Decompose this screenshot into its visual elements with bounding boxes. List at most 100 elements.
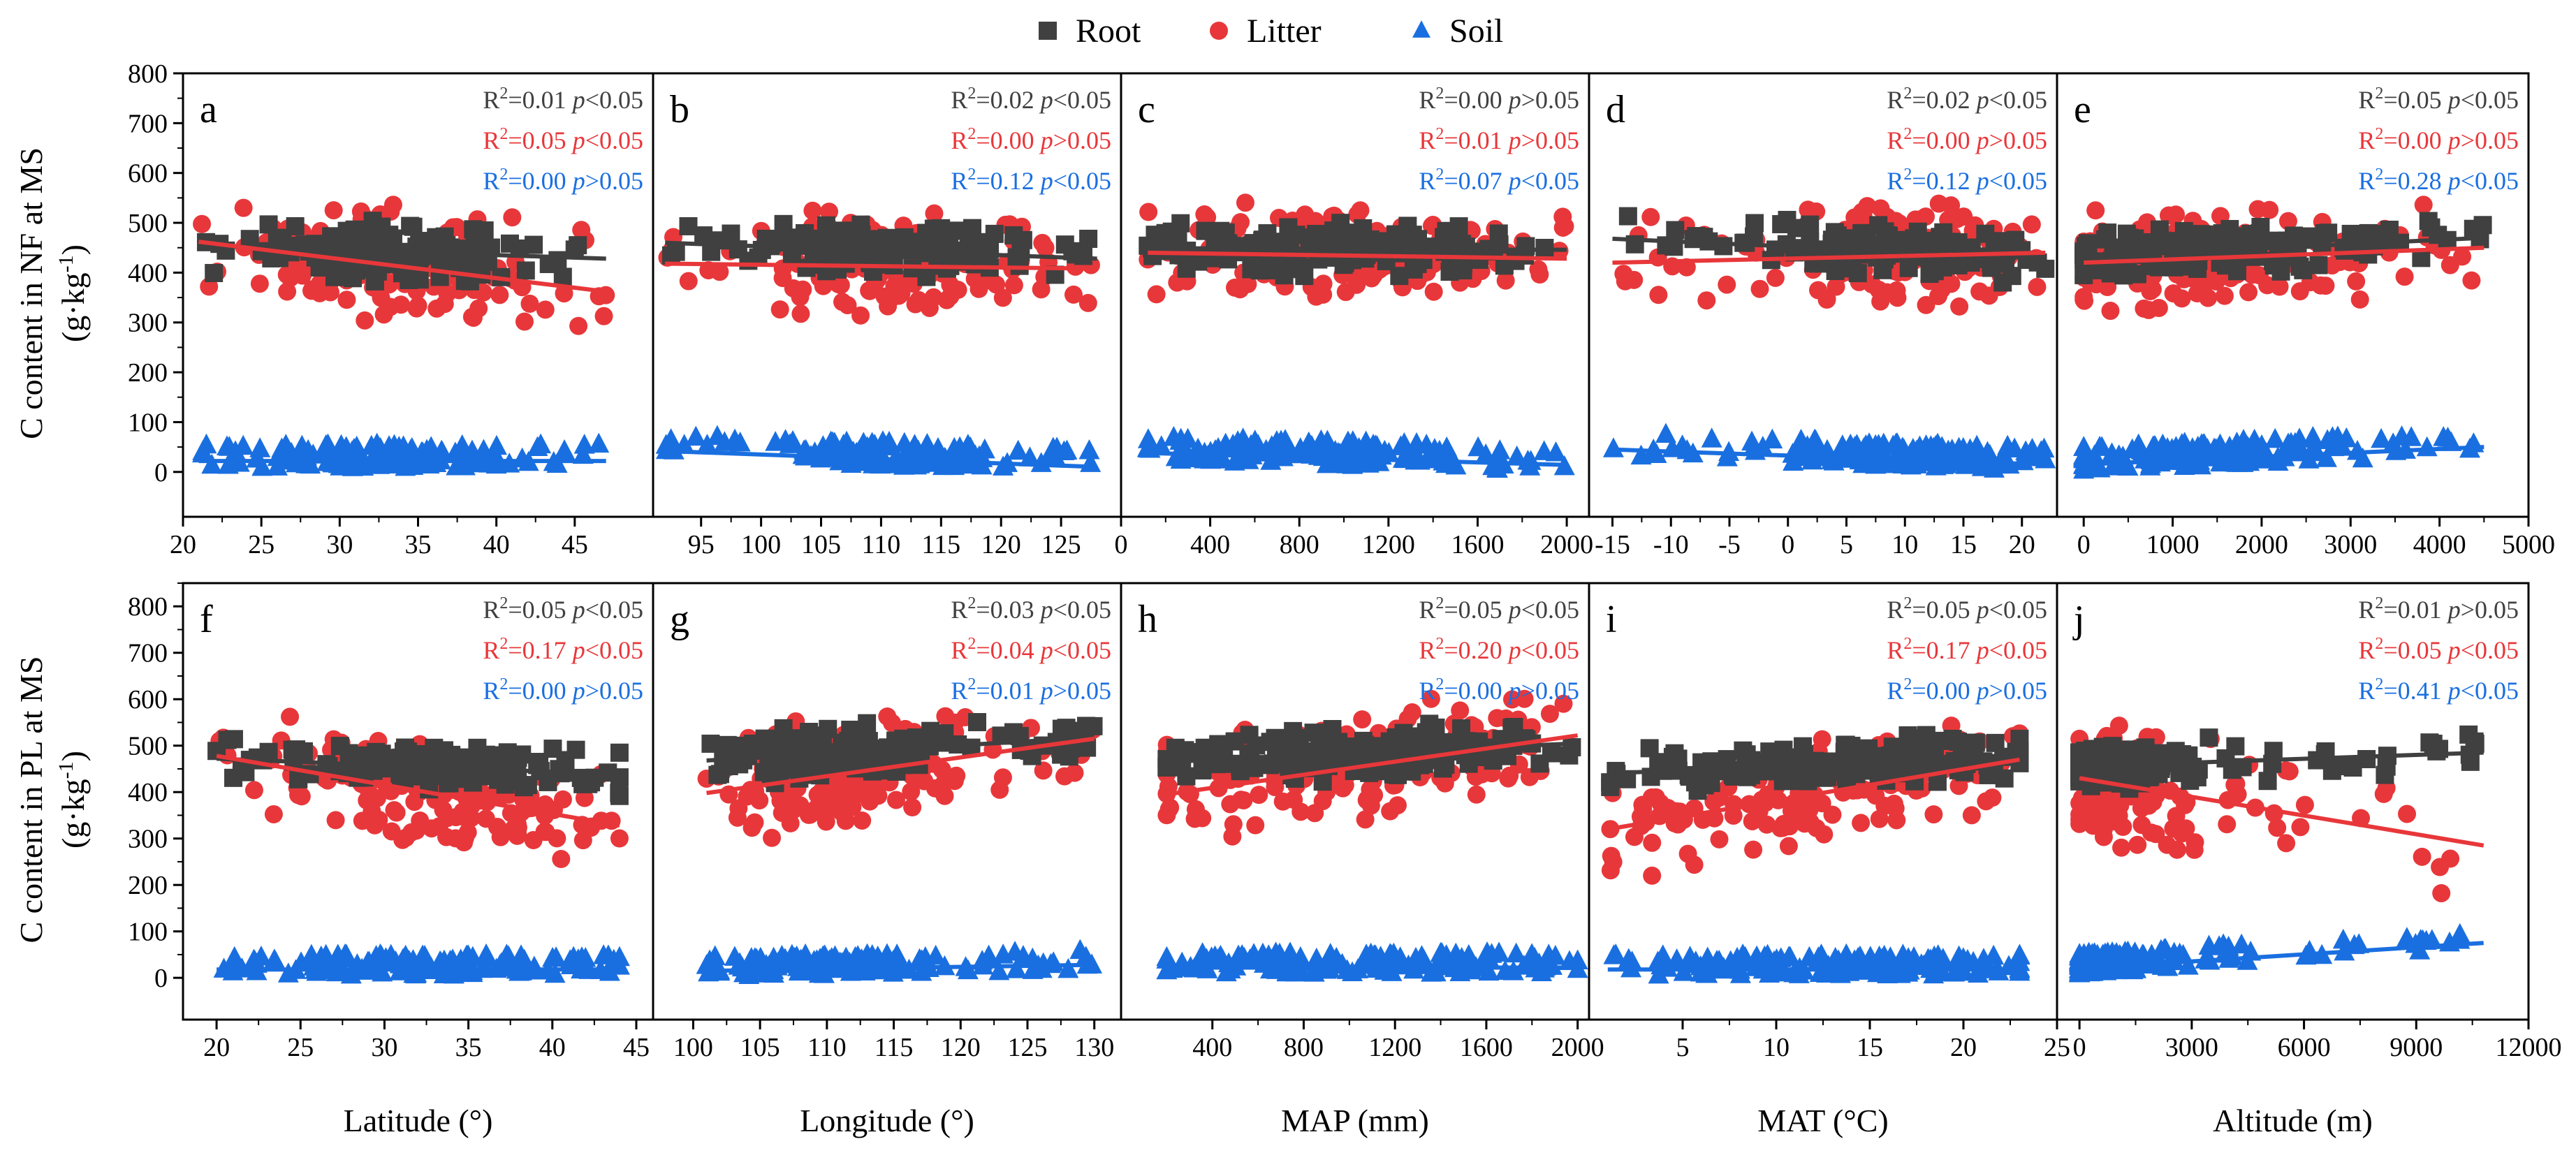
root-point: [401, 216, 420, 235]
x-tick-label: 20: [2009, 530, 2035, 559]
root-point: [408, 744, 427, 763]
root-point: [779, 228, 798, 247]
litter-point: [2350, 290, 2369, 309]
stat-soil: R2=0.41 p<0.05: [2358, 675, 2519, 705]
litter-point: [515, 312, 534, 331]
soil-point: [775, 429, 796, 449]
x-tick-label: 0: [2073, 1033, 2086, 1062]
panel-letter: j: [2072, 598, 2085, 641]
litter-point: [1823, 805, 1842, 824]
litter-point: [1710, 830, 1729, 849]
x-tick-label: 3000: [2324, 530, 2377, 559]
stat-litter: R2=0.17 p<0.05: [483, 635, 643, 664]
litter-point: [838, 295, 857, 314]
litter-point: [1347, 272, 1366, 291]
soil-point: [2299, 939, 2320, 960]
root-point: [968, 713, 987, 732]
litter-point: [407, 299, 426, 318]
x-tick-label: 1200: [1368, 1033, 1421, 1062]
panel-letter: a: [200, 88, 217, 131]
litter-point: [1977, 792, 1996, 811]
soil-point: [1156, 946, 1178, 967]
root-point: [435, 227, 454, 246]
root-point: [1177, 259, 1196, 278]
litter-point: [244, 781, 263, 800]
litter-point: [1403, 703, 1421, 721]
root-point: [1402, 738, 1421, 757]
root-point: [579, 774, 598, 793]
stat-litter: R2=0.17 p<0.05: [1887, 635, 2047, 664]
soil-point: [1718, 441, 1740, 462]
stat-root: R2=0.02 p<0.05: [1887, 85, 2047, 114]
litter-point: [1361, 264, 1380, 283]
litter-point: [1641, 207, 1660, 226]
litter-point: [1649, 286, 1668, 304]
litter-point: [1793, 803, 1812, 822]
column-title-0: Latitude (°): [344, 1103, 493, 1138]
litter-point: [2111, 796, 2130, 815]
litter-point: [2431, 858, 2450, 876]
litter-point: [2105, 812, 2124, 831]
litter-point: [2142, 823, 2160, 842]
root-point: [2364, 225, 2383, 244]
y-tick-label: 400: [128, 778, 168, 807]
root-point: [760, 758, 779, 777]
litter-point: [1496, 271, 1515, 290]
y-tick-label: 100: [128, 918, 168, 947]
root-point: [2173, 744, 2192, 763]
litter-point: [1852, 814, 1871, 832]
litter-point: [2462, 271, 2481, 290]
root-point: [514, 778, 533, 797]
soil-point: [1053, 440, 1075, 461]
root-point: [2380, 220, 2399, 239]
root-point: [1354, 219, 1373, 237]
litter-point: [1055, 767, 1074, 786]
litter-point: [1500, 766, 1519, 785]
root-point: [2427, 742, 2446, 761]
root-point: [330, 737, 349, 756]
litter-point: [1032, 280, 1051, 299]
y-tick-label: 100: [128, 408, 168, 437]
litter-point: [2167, 840, 2186, 859]
stat-soil: R2=0.28 p<0.05: [2358, 166, 2519, 195]
x-tick-label: 6000: [2278, 1033, 2331, 1062]
litter-point: [2028, 277, 2047, 296]
litter-point: [1779, 837, 1798, 855]
litter-point: [1250, 786, 1268, 805]
soil-point: [853, 432, 874, 452]
litter-point: [2239, 283, 2258, 302]
litter-point: [770, 300, 789, 319]
litter-point: [278, 282, 297, 301]
litter-point: [1604, 853, 1623, 872]
root-point: [1324, 221, 1343, 240]
legend-item-root: Root: [1039, 13, 1141, 50]
litter-point: [935, 786, 954, 805]
litter-point: [2112, 838, 2131, 857]
panel-letter: c: [1138, 88, 1155, 131]
litter-point: [1886, 799, 1905, 818]
root-point: [2216, 749, 2235, 768]
x-tick-label: 130: [1074, 1033, 1114, 1062]
litter-point: [2398, 805, 2417, 823]
stat-root: R2=0.05 p<0.05: [1887, 594, 2047, 624]
x-tick-label: 15: [1950, 530, 1977, 559]
litter-point: [503, 208, 522, 227]
x-tick-label: 115: [922, 530, 961, 559]
litter-point: [569, 316, 588, 335]
row-label-line1: C content in PL at MS: [13, 656, 49, 943]
x-tick-label: 0: [2077, 530, 2091, 559]
x-tick-label: 120: [941, 1033, 981, 1062]
stat-root: R2=0.05 p<0.05: [2358, 85, 2519, 114]
litter-point: [1180, 785, 1199, 804]
root-point: [933, 233, 952, 252]
litter-point: [430, 817, 448, 836]
root-point: [1157, 750, 1176, 769]
x-tick-label: -5: [1718, 530, 1741, 559]
column-title-2: MAP (mm): [1281, 1103, 1429, 1138]
stat-soil: R2=0.00 p>0.05: [1887, 675, 2047, 705]
x-tick-label: 4000: [2413, 530, 2466, 559]
root-point: [1290, 728, 1309, 747]
root-point: [2134, 233, 2153, 251]
